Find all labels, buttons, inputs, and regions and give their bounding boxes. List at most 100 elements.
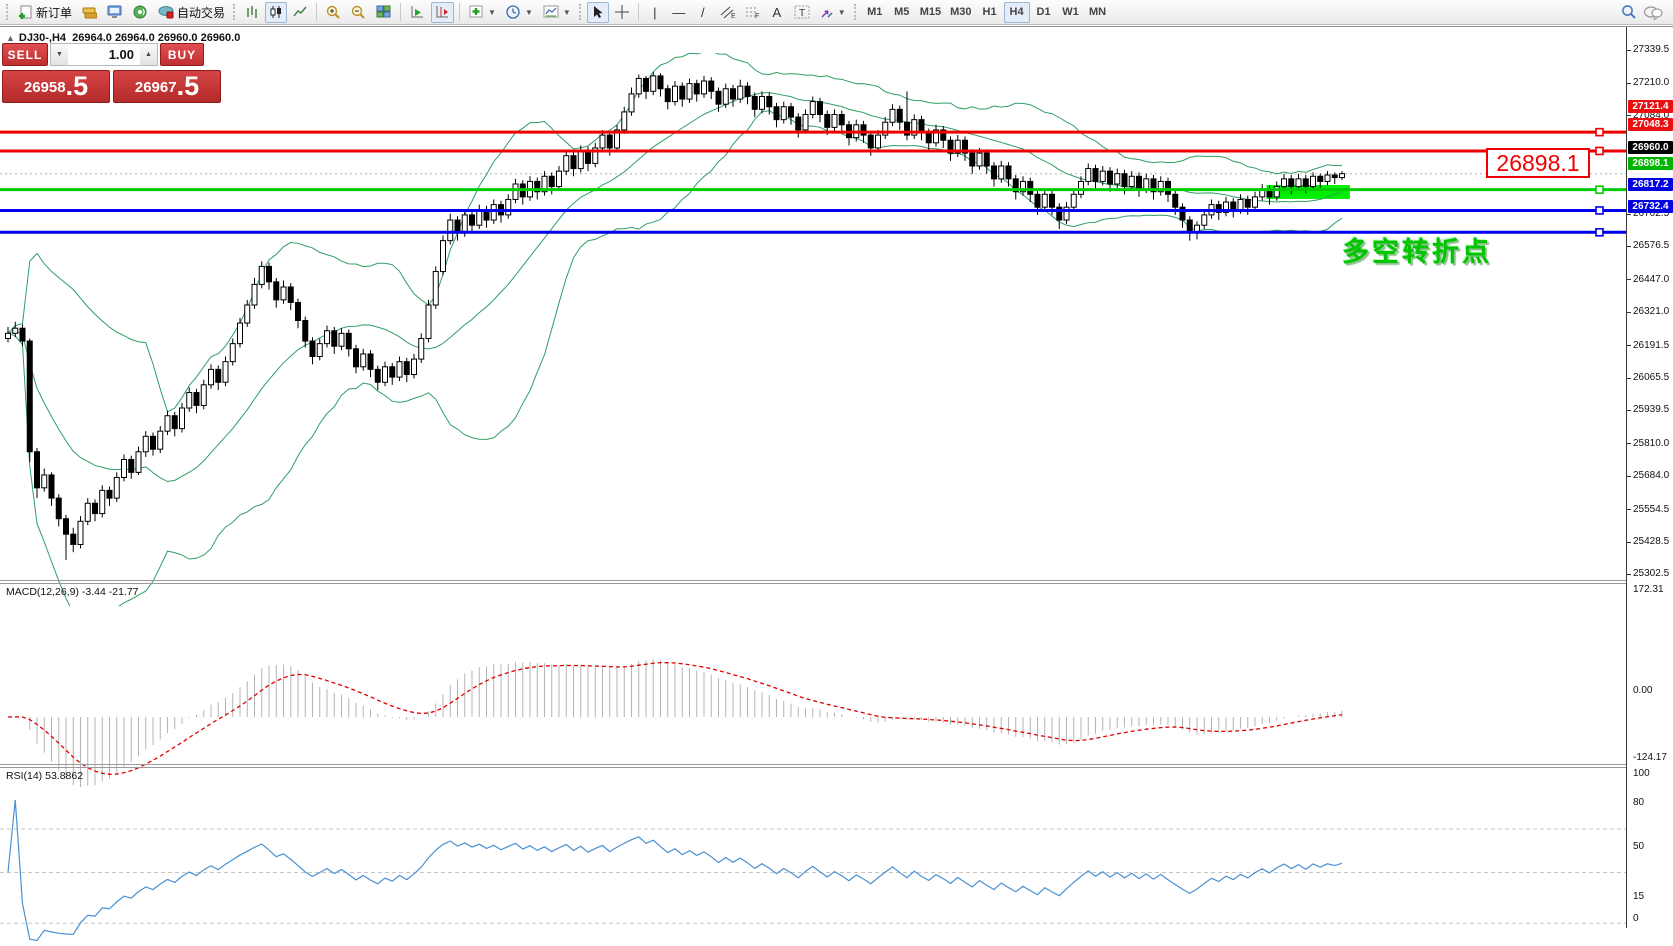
market-watch-button[interactable] xyxy=(78,2,101,23)
timeframe-group: M1 M5 M15 M30 H1 H4 D1 W1 MN xyxy=(862,1,1111,23)
svg-text:T: T xyxy=(799,8,805,19)
community-button[interactable] xyxy=(129,2,152,23)
cursor-tool-button[interactable] xyxy=(586,1,609,23)
main-toolbar: 新订单 自动交易 xyxy=(0,0,1673,25)
axis-tick-dash xyxy=(1627,573,1631,575)
zoom-out-button[interactable] xyxy=(347,2,370,23)
buy-price-fraction: .5 xyxy=(176,71,200,101)
cursor-icon xyxy=(594,6,603,18)
level-line-handle xyxy=(1595,185,1604,194)
toolbar-grip[interactable] xyxy=(6,4,10,20)
sell-button[interactable]: SELL xyxy=(2,43,48,66)
axis-tick-label: 25428.5 xyxy=(1633,536,1670,548)
auto-scroll-button[interactable] xyxy=(406,2,429,23)
auto-trading-button[interactable]: 自动交易 xyxy=(154,2,229,23)
sell-price-box[interactable]: 26958.5 xyxy=(2,70,110,103)
macd-label: MACD(12,26,9) -3.44 -21.77 xyxy=(6,586,139,598)
rsi-indicator-panel[interactable] xyxy=(0,793,1626,946)
panel-divider[interactable] xyxy=(0,580,1626,581)
axis-tick-dash xyxy=(1627,311,1631,313)
toolbar-grip[interactable] xyxy=(853,4,858,20)
bar-chart-button[interactable] xyxy=(241,2,263,23)
auto-trading-label: 自动交易 xyxy=(177,5,226,20)
trendline-tool[interactable]: / xyxy=(692,2,714,23)
axis-price-label: 27048.3 xyxy=(1628,118,1673,132)
timeframe-W1[interactable]: W1 xyxy=(1058,2,1084,23)
line-chart-button[interactable] xyxy=(289,2,311,23)
arrows-tool[interactable]: ▼ xyxy=(816,2,850,23)
candlestick-chart-icon xyxy=(270,6,282,18)
volume-input[interactable] xyxy=(68,44,140,65)
candlestick-chart-button[interactable] xyxy=(265,1,288,23)
rsi-axis-label: 15 xyxy=(1633,891,1645,903)
axis-tick-dash xyxy=(1627,541,1631,543)
channel-tool[interactable]: E xyxy=(716,2,739,23)
rsi-axis-label: 100 xyxy=(1633,768,1650,779)
gold-icon xyxy=(82,7,98,18)
macd-indicator-panel[interactable] xyxy=(0,609,1626,790)
zoom-in-button[interactable] xyxy=(322,2,345,23)
axis-tick-label: 25810.0 xyxy=(1633,437,1670,449)
price-chart[interactable] xyxy=(0,53,1626,606)
volume-stepper: ▼ ▲ xyxy=(50,43,158,66)
axis-price-label: 26960.0 xyxy=(1628,141,1673,155)
volume-increase-button[interactable]: ▲ xyxy=(140,44,157,65)
axis-tick-dash xyxy=(1627,82,1631,84)
rsi-line xyxy=(7,799,1343,942)
chat-icon[interactable] xyxy=(1643,5,1663,20)
fibonacci-tool[interactable]: F xyxy=(741,2,764,23)
bar-chart-icon xyxy=(247,6,257,18)
axis-tick-label: 26702.5 xyxy=(1633,208,1670,219)
terminal-button[interactable] xyxy=(103,2,127,23)
templates-button[interactable]: ▼ xyxy=(539,2,575,23)
tile-windows-button[interactable] xyxy=(372,2,395,23)
buy-price-box[interactable]: 26967.5 xyxy=(113,70,221,103)
new-order-button[interactable]: 新订单 xyxy=(14,2,76,23)
svg-text:F: F xyxy=(755,13,759,19)
vertical-line-tool[interactable]: | xyxy=(644,2,666,23)
axis-tick-dash xyxy=(1627,409,1631,411)
arrows-icon xyxy=(821,9,833,17)
equidistant-channel-icon: E xyxy=(720,6,735,19)
timeframe-D1[interactable]: D1 xyxy=(1031,2,1057,23)
timeframe-M15[interactable]: M15 xyxy=(916,2,945,23)
timeframe-H4[interactable]: H4 xyxy=(1003,1,1030,23)
indicators-button[interactable]: ▼ xyxy=(465,2,500,23)
axis-tick-dash xyxy=(1627,213,1631,215)
axis-tick-label: 26191.5 xyxy=(1633,339,1670,351)
panel-divider[interactable] xyxy=(0,764,1626,765)
panel-divider[interactable] xyxy=(0,583,1626,584)
panel-divider[interactable] xyxy=(0,767,1626,768)
timeframe-H1[interactable]: H1 xyxy=(977,2,1003,23)
toolbar-grip[interactable] xyxy=(578,4,583,20)
turning-point-note[interactable]: 多空转折点 xyxy=(1342,237,1492,267)
clock-icon xyxy=(506,4,520,19)
buy-button[interactable]: BUY xyxy=(160,43,204,66)
text-label-tool[interactable]: T xyxy=(790,2,814,23)
chart-shift-button[interactable] xyxy=(431,1,455,23)
timeframe-M1[interactable]: M1 xyxy=(862,2,888,23)
timeframe-MN[interactable]: MN xyxy=(1085,2,1111,23)
search-icon[interactable] xyxy=(1621,4,1637,20)
fibonacci-icon: F xyxy=(745,7,759,19)
volume-decrease-button[interactable]: ▼ xyxy=(51,44,68,65)
macd-axis-label: 0.00 xyxy=(1633,685,1653,696)
price-callout-box[interactable]: 26898.1 xyxy=(1486,148,1590,178)
text-tool[interactable]: A xyxy=(766,2,788,23)
crosshair-tool-button[interactable] xyxy=(611,2,633,23)
toolbar-grip[interactable] xyxy=(233,4,237,20)
price-axis-line xyxy=(1626,27,1627,928)
chart-shift-icon xyxy=(436,6,449,18)
price-axis[interactable]: 27339.5 27210.0 27084.0 26702.5 26576.5 26447… xyxy=(1627,27,1673,928)
periods-button[interactable]: ▼ xyxy=(502,2,537,23)
axis-price-label: 26817.2 xyxy=(1628,177,1673,191)
timeframe-M5[interactable]: M5 xyxy=(889,2,915,23)
collapse-ohlc-icon[interactable]: ▲ xyxy=(6,33,15,43)
rsi-axis-label: 0 xyxy=(1633,913,1639,924)
horizontal-line-tool[interactable]: — xyxy=(668,2,690,23)
timeframe-M30[interactable]: M30 xyxy=(946,2,975,23)
sell-price-fraction: .5 xyxy=(65,71,89,101)
chevron-down-icon: ▼ xyxy=(837,7,846,17)
axis-tick-label: 25684.0 xyxy=(1633,470,1670,482)
auto-trading-icon xyxy=(158,6,174,19)
